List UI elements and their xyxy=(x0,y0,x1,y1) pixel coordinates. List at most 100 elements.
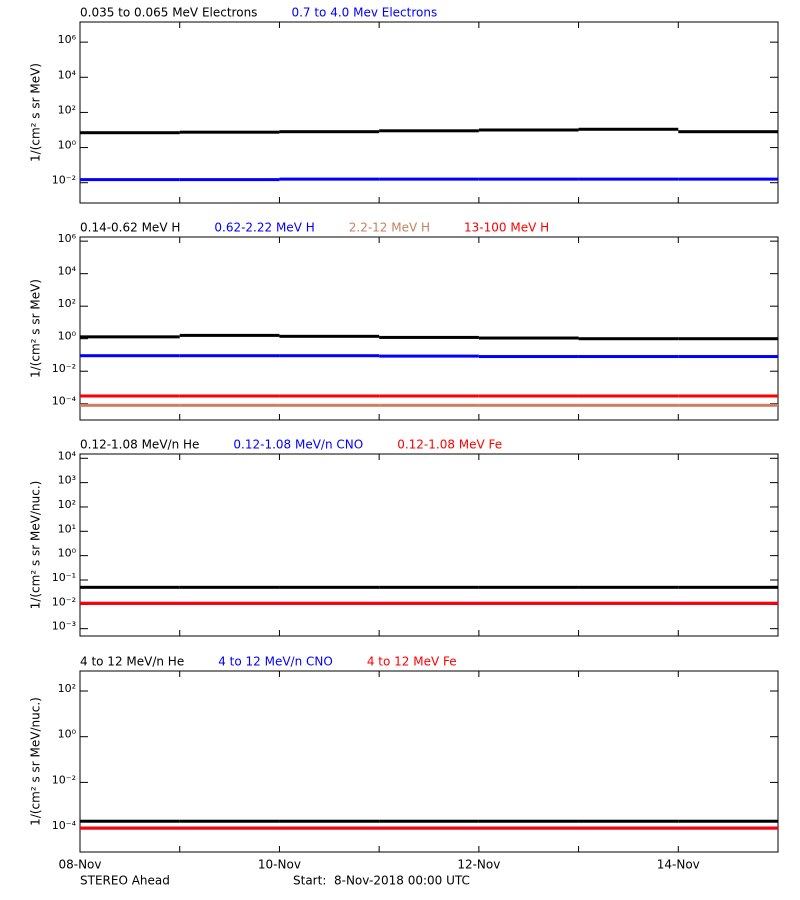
data-point xyxy=(379,601,479,605)
y-tick-label: 10⁶ xyxy=(58,33,77,46)
y-tick-label: 10⁻² xyxy=(52,773,76,786)
y-tick-label: 10⁰ xyxy=(58,728,77,741)
y-tick-label: 10² xyxy=(58,103,76,116)
data-point xyxy=(578,819,679,823)
data-point xyxy=(578,585,679,589)
data-point xyxy=(478,177,579,181)
footer-spacecraft: STEREO Ahead xyxy=(80,874,170,888)
data-point xyxy=(179,354,280,358)
data-point xyxy=(179,585,280,589)
x-tick-label: 08-Nov xyxy=(58,858,101,872)
data-point xyxy=(80,826,180,830)
data-point xyxy=(578,601,679,605)
legend-entry: 0.12-1.08 MeV/n He xyxy=(80,438,199,452)
footer-start: Start: 8-Nov-2018 00:00 UTC xyxy=(293,874,470,888)
y-tick-label: 10⁴ xyxy=(58,68,77,81)
data-point xyxy=(678,394,778,398)
data-point xyxy=(279,394,380,398)
data-point xyxy=(478,128,579,132)
data-point xyxy=(578,394,679,398)
legend-entry: 0.14-0.62 MeV H xyxy=(80,221,180,235)
data-point xyxy=(379,403,479,407)
data-point xyxy=(80,178,180,182)
data-point xyxy=(80,403,180,407)
legend-entry: 4 to 12 MeV/n CNO xyxy=(218,655,333,669)
data-point xyxy=(478,403,579,407)
y-tick-label: 10³ xyxy=(58,474,76,487)
data-point xyxy=(678,403,778,407)
legend-entry: 13-100 MeV H xyxy=(464,221,549,235)
y-axis-label: 1/(cm² s sr MeV/nuc.) xyxy=(29,697,43,826)
plot-frame xyxy=(79,670,779,853)
data-point xyxy=(578,337,679,341)
legend-entry: 0.12-1.08 MeV/n CNO xyxy=(233,438,363,452)
y-tick-label: 10⁻⁴ xyxy=(52,395,77,408)
data-point xyxy=(678,177,778,181)
data-point xyxy=(279,177,380,181)
y-tick-label: 10⁰ xyxy=(58,547,77,560)
data-point xyxy=(678,337,778,341)
y-axis-label: 1/(cm² s sr MeV/nuc.) xyxy=(29,481,43,610)
data-point xyxy=(279,819,380,823)
x-tick-label: 10-Nov xyxy=(258,858,301,872)
y-tick-label: 10² xyxy=(58,682,76,695)
y-tick-label: 10⁴ xyxy=(58,449,77,462)
data-point xyxy=(179,601,280,605)
data-point xyxy=(578,403,679,407)
data-point xyxy=(80,601,180,605)
data-point xyxy=(578,127,679,131)
data-point xyxy=(578,355,679,359)
y-tick-label: 10⁴ xyxy=(58,265,77,278)
legend-entry: 0.7 to 4.0 Mev Electrons xyxy=(291,6,437,20)
data-point xyxy=(80,335,180,339)
data-point xyxy=(379,354,479,358)
data-point xyxy=(279,585,380,589)
x-tick-label: 14-Nov xyxy=(657,858,700,872)
y-axis-label: 1/(cm² s sr MeV) xyxy=(29,279,43,378)
data-point xyxy=(478,336,579,340)
y-tick-label: 10⁻² xyxy=(52,362,76,375)
y-tick-label: 10⁻¹ xyxy=(52,571,76,584)
data-point xyxy=(379,585,479,589)
y-tick-label: 10⁶ xyxy=(58,232,77,245)
data-point xyxy=(179,178,280,182)
data-point xyxy=(678,601,778,605)
legend-entry: 2.2-12 MeV H xyxy=(349,221,430,235)
data-point xyxy=(80,585,180,589)
legend-entry: 0.62-2.22 MeV H xyxy=(214,221,314,235)
data-point xyxy=(478,819,579,823)
data-point xyxy=(80,819,180,823)
data-point xyxy=(379,826,479,830)
data-point xyxy=(80,354,180,358)
y-tick-label: 10² xyxy=(58,297,76,310)
y-tick-label: 10⁻³ xyxy=(52,620,76,633)
data-point xyxy=(279,826,380,830)
x-tick-label: 12-Nov xyxy=(457,858,500,872)
data-point xyxy=(379,129,479,133)
data-point xyxy=(179,826,280,830)
data-point xyxy=(678,826,778,830)
data-point xyxy=(478,394,579,398)
data-point xyxy=(478,826,579,830)
data-point xyxy=(578,826,679,830)
data-point xyxy=(179,333,280,337)
data-point xyxy=(179,403,280,407)
legend-entry: 0.035 to 0.065 MeV Electrons xyxy=(80,6,257,20)
data-point xyxy=(678,819,778,823)
legend-entry: 0.12-1.08 MeV Fe xyxy=(397,438,502,452)
data-point xyxy=(179,394,280,398)
y-tick-label: 10⁰ xyxy=(58,139,77,152)
data-point xyxy=(379,177,479,181)
legend-entry: 4 to 12 MeV Fe xyxy=(367,655,457,669)
plot-frame xyxy=(79,21,779,204)
data-point xyxy=(279,601,380,605)
data-point xyxy=(279,130,380,134)
y-axis-label: 1/(cm² s sr MeV) xyxy=(29,63,43,162)
plot-frame xyxy=(79,236,779,421)
y-tick-label: 10⁰ xyxy=(58,330,77,343)
data-point xyxy=(678,355,778,359)
data-point xyxy=(578,177,679,181)
data-point xyxy=(179,130,280,134)
y-tick-label: 10¹ xyxy=(58,522,76,535)
